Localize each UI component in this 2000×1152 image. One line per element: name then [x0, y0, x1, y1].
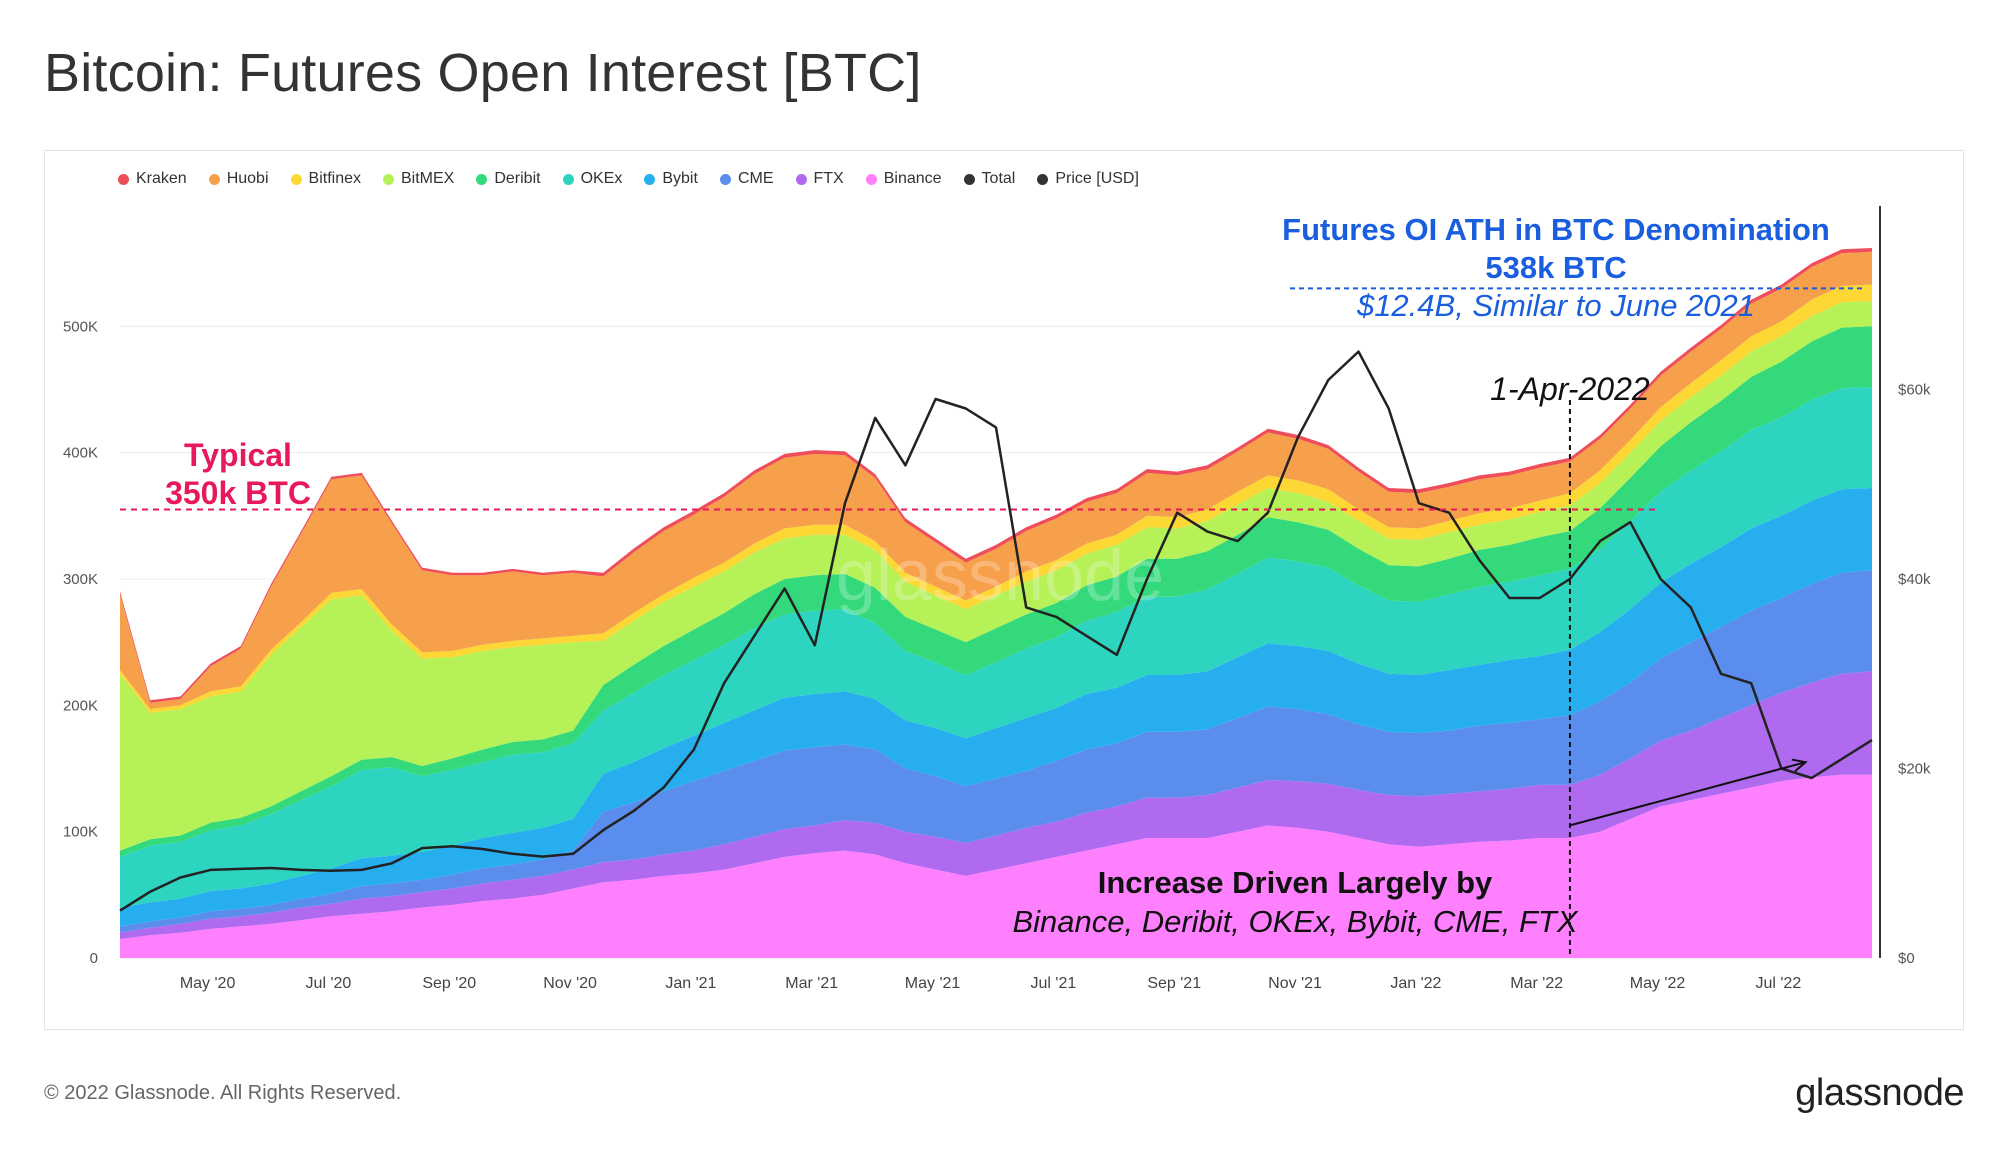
legend-label: CME: [737, 170, 774, 187]
date-marker-label: 1-Apr-2022: [1490, 371, 1650, 407]
chart-legend: Kraken Huobi Bitfinex BitMEX Deribit OKEx Bybi…: [118, 170, 1139, 188]
y-tick-label: 300K: [63, 571, 98, 588]
y-tick-label: 200K: [63, 697, 98, 714]
area-okex: [120, 387, 1872, 908]
ath-label-line3: $12.4B, Similar to June 2021: [1356, 288, 1755, 323]
y-right-tick-label: $60k: [1898, 382, 1931, 399]
legend-item[interactable]: Total: [963, 170, 1016, 188]
legend-swatch: [963, 173, 975, 185]
legend-label: Huobi: [226, 170, 269, 187]
legend-item[interactable]: BitMEX: [382, 170, 455, 188]
trend-arrow-head: [1791, 758, 1808, 773]
legend-label: Kraken: [136, 170, 187, 187]
page-title: Bitcoin: Futures Open Interest [BTC]: [44, 43, 922, 103]
x-tick-label: Mar '22: [1510, 975, 1563, 992]
legend-item[interactable]: Huobi: [208, 170, 269, 188]
legend-label: Total: [981, 170, 1016, 187]
x-tick-label: May '20: [180, 975, 236, 992]
x-tick-label: May '21: [905, 975, 961, 992]
legend-label: Deribit: [494, 170, 541, 187]
area-cme: [120, 570, 1872, 933]
legend-item[interactable]: Bitfinex: [290, 170, 361, 188]
x-tick-label: Jan '22: [1390, 975, 1441, 992]
legend-swatch: [382, 173, 394, 185]
legend-item[interactable]: OKEx: [562, 170, 623, 188]
y-tick-label: 100K: [63, 824, 98, 841]
area-huobi: [120, 251, 1872, 710]
legend-swatch: [476, 173, 488, 185]
legend-swatch: [290, 173, 302, 185]
x-tick-label: Jul '20: [306, 975, 352, 992]
legend-item[interactable]: Price [USD]: [1037, 170, 1139, 188]
legend-item[interactable]: Bybit: [644, 170, 698, 188]
area-bitmex: [120, 301, 1872, 851]
legend-label: Bitfinex: [308, 170, 361, 187]
x-tick-label: Sep '20: [422, 975, 476, 992]
legend-item[interactable]: Kraken: [118, 170, 187, 188]
legend-label: FTX: [813, 170, 844, 187]
y-right-tick-label: $40k: [1898, 571, 1931, 588]
legend-label: Bybit: [662, 170, 698, 187]
x-tick-label: May '22: [1630, 975, 1686, 992]
area-bybit: [120, 488, 1872, 927]
typical-label-line1: Typical: [184, 437, 292, 473]
y-tick-label: 0: [90, 950, 98, 967]
x-tick-label: Nov '20: [543, 975, 597, 992]
x-tick-label: Mar '21: [785, 975, 838, 992]
typical-label-line2: 350k BTC: [165, 475, 311, 511]
glassnode-logo: glassnode: [1795, 1072, 1964, 1114]
ath-label-line2: 538k BTC: [1485, 250, 1626, 285]
area-binance: [120, 774, 1872, 958]
legend-item[interactable]: FTX: [795, 170, 844, 188]
y-right-tick-label: $0: [1898, 950, 1915, 967]
legend-swatch: [644, 173, 656, 185]
legend-swatch: [795, 173, 807, 185]
legend-item[interactable]: CME: [719, 170, 774, 188]
y-tick-label: 500K: [63, 318, 98, 335]
driver-list: Binance, Deribit, OKEx, Bybit, CME, FTX: [1012, 904, 1578, 939]
trend-arrow-line: [1569, 761, 1806, 827]
ath-label-line1: Futures OI ATH in BTC Denomination: [1282, 212, 1830, 247]
legend-swatch: [562, 173, 574, 185]
driver-heading: Increase Driven Largely by: [1098, 865, 1493, 900]
legend-swatch: [1037, 173, 1049, 185]
legend-item[interactable]: Binance: [865, 170, 942, 188]
area-ftx: [120, 671, 1872, 939]
x-tick-label: Nov '21: [1268, 975, 1322, 992]
copyright-footer: © 2022 Glassnode. All Rights Reserved.: [44, 1082, 402, 1104]
y-tick-label: 400K: [63, 445, 98, 462]
legend-item[interactable]: Deribit: [476, 170, 541, 188]
x-tick-label: Jul '22: [1755, 975, 1801, 992]
x-tick-label: Jul '21: [1031, 975, 1077, 992]
legend-label: OKEx: [580, 170, 623, 187]
legend-swatch: [865, 173, 877, 185]
legend-swatch: [118, 173, 129, 185]
watermark: glassnode: [836, 536, 1164, 616]
legend-label: Binance: [883, 170, 942, 187]
legend-swatch: [719, 173, 731, 185]
legend-label: BitMEX: [400, 170, 455, 187]
x-tick-label: Jan '21: [665, 975, 716, 992]
price-line: [119, 350, 1873, 912]
legend-label: Price [USD]: [1055, 170, 1139, 187]
legend-swatch: [208, 173, 220, 185]
x-tick-label: Sep '21: [1147, 975, 1201, 992]
y-right-tick-label: $20k: [1898, 761, 1931, 778]
